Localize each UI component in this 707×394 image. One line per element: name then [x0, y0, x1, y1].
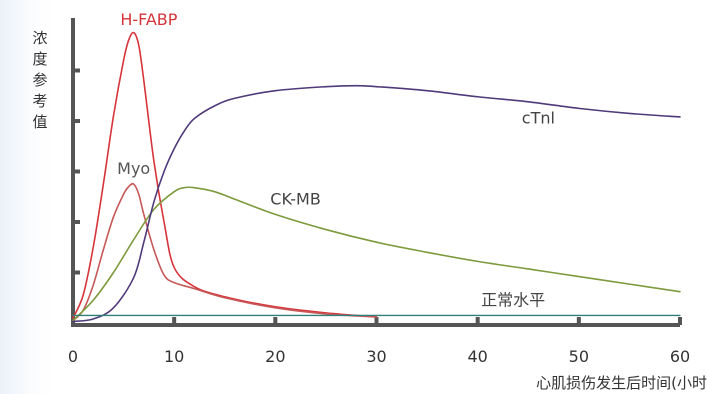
series-line-h-fabp: [72, 31, 378, 319]
series-label-h-fabp: H-FABP: [120, 10, 177, 29]
series-label-normal-level: 正常水平: [481, 290, 545, 309]
series-line-ctnl: [72, 84, 681, 323]
x-tick-label: 50: [569, 347, 589, 366]
y-ticks: [73, 68, 80, 275]
series-label-ck-mb: CK-MB: [270, 189, 321, 208]
x-tick-label: 40: [467, 347, 487, 366]
background-fade: [0, 0, 60, 394]
y-axis-label-char: 考: [32, 92, 47, 110]
x-tick-label: 60: [670, 347, 690, 366]
series-label-ctnl: cTnl: [522, 109, 555, 128]
x-tick-label: 0: [68, 347, 78, 366]
series-label-myo: Myo: [117, 159, 150, 178]
x-tick-label: 20: [265, 347, 285, 366]
x-tick-label: 30: [366, 347, 386, 366]
series-line-myo: [72, 182, 378, 322]
x-tick-label: 10: [164, 347, 184, 366]
x-axis-label: 心肌损伤发生后时间(小时: [536, 374, 707, 392]
series-labels: H-FABP Myo CK-MB cTnl 正常水平: [117, 10, 555, 309]
x-ticks: 0 10 20 30 40 50 60: [68, 317, 690, 366]
series-line-ck-mb: [72, 186, 681, 322]
y-axis-label-char: 参: [32, 71, 47, 89]
y-axis-label-char: 浓: [32, 29, 47, 47]
series-lines: [72, 31, 681, 323]
y-axis-label-char: 度: [32, 50, 47, 68]
y-axis-label-char: 值: [32, 113, 47, 131]
